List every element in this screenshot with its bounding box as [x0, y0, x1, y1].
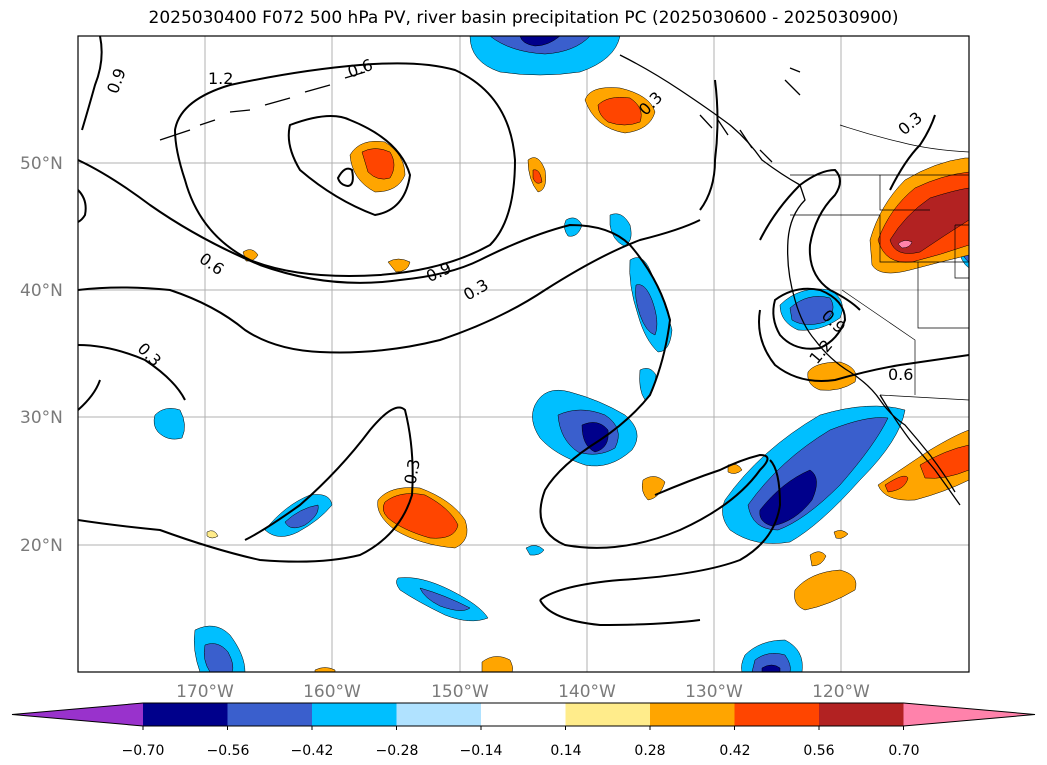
- colorbar-segment: [143, 703, 228, 726]
- colorbar-tick-label: 0.70: [888, 743, 919, 759]
- colorbar-tick-label: 0.56: [803, 743, 834, 759]
- colorbar-tick-label: −0.14: [460, 743, 503, 759]
- colorbar-tick-label: −0.70: [122, 743, 165, 759]
- lon-label-120w: 120°W: [812, 682, 870, 702]
- lon-label-130w: 130°W: [685, 682, 743, 702]
- contour-label: 1.2: [208, 69, 233, 88]
- colorbar-tick-label: −0.28: [376, 743, 419, 759]
- colorbar-segment: [734, 703, 820, 726]
- map-area: [78, 36, 969, 672]
- colorbar-segment: [819, 703, 904, 726]
- lon-label-160w: 160°W: [303, 682, 361, 702]
- colorbar-tick-label: −0.42: [291, 743, 334, 759]
- colorbar-tick-label: 0.42: [719, 743, 750, 759]
- colorbar-segment: [565, 703, 651, 726]
- map-title: 2025030400 F072 500 hPa PV, river basin …: [148, 8, 899, 28]
- lat-label-40n: 40°N: [20, 281, 63, 301]
- colorbar-tick-labels: −0.70 −0.56 −0.42 −0.28 −0.14 0.14 0.28 …: [122, 743, 920, 759]
- colorbar-segment: [227, 703, 313, 726]
- precip-positive-regions: [206, 87, 969, 672]
- precip-negative-regions: [153, 36, 969, 672]
- colorbar-segment: [312, 703, 397, 726]
- lat-label-30n: 30°N: [20, 408, 63, 428]
- colorbar-segment: [650, 703, 735, 726]
- longitude-labels: 170°W 160°W 150°W 140°W 130°W 120°W: [176, 682, 870, 702]
- lat-label-20n: 20°N: [20, 536, 63, 556]
- colorbar: [11, 702, 1036, 730]
- lon-label-140w: 140°W: [558, 682, 616, 702]
- map-frame: [77, 35, 970, 673]
- gridlines: [78, 36, 969, 672]
- contour-label: 0.6: [888, 365, 913, 384]
- colorbar-segment: [396, 703, 482, 726]
- pv-contours: [78, 36, 969, 627]
- colorbar-tick-label: 0.14: [550, 743, 581, 759]
- lon-label-150w: 150°W: [431, 682, 489, 702]
- latitude-labels: 50°N 40°N 30°N 20°N: [20, 154, 63, 556]
- contour-label: 0.3: [401, 457, 424, 485]
- colorbar-extend-min: [12, 703, 143, 726]
- colorbar-tick-label: −0.56: [207, 743, 250, 759]
- colorbar-tick-label: 0.28: [634, 743, 665, 759]
- lat-label-50n: 50°N: [20, 154, 63, 174]
- colorbar-extend-max: [903, 703, 1035, 726]
- colorbar-segment: [481, 703, 566, 726]
- political-borders: [790, 124, 969, 401]
- lon-label-170w: 170°W: [176, 682, 234, 702]
